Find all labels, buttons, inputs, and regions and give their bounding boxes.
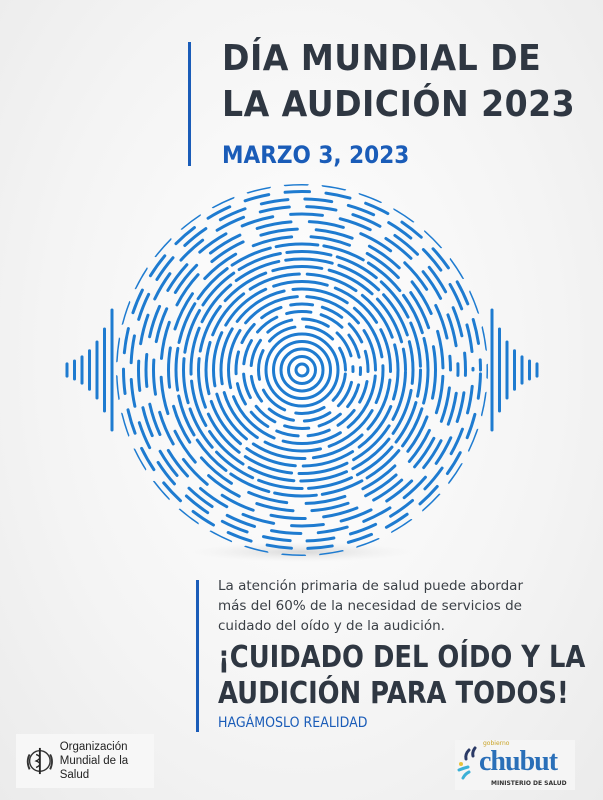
globe-ring xyxy=(219,287,385,453)
info-paragraph: La atención primaria de salud puede abor… xyxy=(218,576,523,636)
globe-ring xyxy=(264,332,340,408)
title-accent-bar xyxy=(188,42,191,166)
globe-ring xyxy=(159,227,445,513)
campaign-headline: ¡CUIDADO DEL OÍDO Y LA AUDICIÓN PARA TOD… xyxy=(218,640,585,712)
headline-line: ¡CUIDADO DEL OÍDO Y LA xyxy=(218,640,586,675)
globe-ring xyxy=(182,250,422,490)
globe-ring xyxy=(174,242,430,498)
globe-ring xyxy=(294,362,310,378)
globe-ring xyxy=(287,355,317,385)
headline-line: AUDICIÓN PARA TODOS! xyxy=(218,676,569,711)
globe-ring xyxy=(242,310,362,430)
paragraph-line: La atención primaria de salud puede abor… xyxy=(218,578,523,594)
chubut-wordmark: chubut xyxy=(479,746,558,777)
who-name-line1: Organización xyxy=(59,741,128,753)
body-accent-bar xyxy=(196,580,199,732)
who-emblem-icon xyxy=(26,747,53,775)
globe-ring xyxy=(167,235,437,505)
globe-soundwave-illustration xyxy=(65,184,539,562)
page-title: DÍA MUNDIAL DE LA AUDICIÓN 2023 xyxy=(222,36,575,128)
title-line-2: LA AUDICIÓN 2023 xyxy=(222,84,576,125)
globe-ring xyxy=(122,190,482,550)
globe-ring xyxy=(249,317,355,423)
paragraph-line: cuidado del oído y de la audición. xyxy=(218,618,445,634)
sun-rays-icon xyxy=(457,746,477,780)
globe-ring xyxy=(234,302,370,438)
event-date: MARZO 3, 2023 xyxy=(222,141,410,169)
globe-ring xyxy=(212,280,392,460)
globe-ring xyxy=(204,272,400,468)
globe-ring xyxy=(116,184,488,556)
ministry-label: MINISTERIO DE SALUD xyxy=(491,780,567,787)
globe-ring xyxy=(272,340,332,400)
globe-ring xyxy=(257,325,347,415)
who-logo: Organización Mundial de la Salud xyxy=(16,734,154,788)
paragraph-line: más del 60% de la necesidad de servicios… xyxy=(218,598,522,614)
chubut-logo: gobierno chubut MINISTERIO DE SALUD xyxy=(455,740,575,790)
globe-ring xyxy=(129,197,475,543)
globe-ring xyxy=(137,205,467,535)
globe-ring xyxy=(279,347,325,393)
globe-ring xyxy=(197,265,407,475)
globe-ring xyxy=(152,220,452,520)
gobierno-label: gobierno xyxy=(483,740,510,747)
globe-ring xyxy=(144,212,460,528)
title-line-1: DÍA MUNDIAL DE xyxy=(222,38,542,79)
globe-ring xyxy=(189,257,415,483)
who-name-line2: Mundial de la Salud xyxy=(59,755,129,781)
globe-shadow xyxy=(192,542,412,562)
tagline: HAGÁMOSLO REALIDAD xyxy=(218,715,368,731)
globe-ring xyxy=(227,295,377,445)
